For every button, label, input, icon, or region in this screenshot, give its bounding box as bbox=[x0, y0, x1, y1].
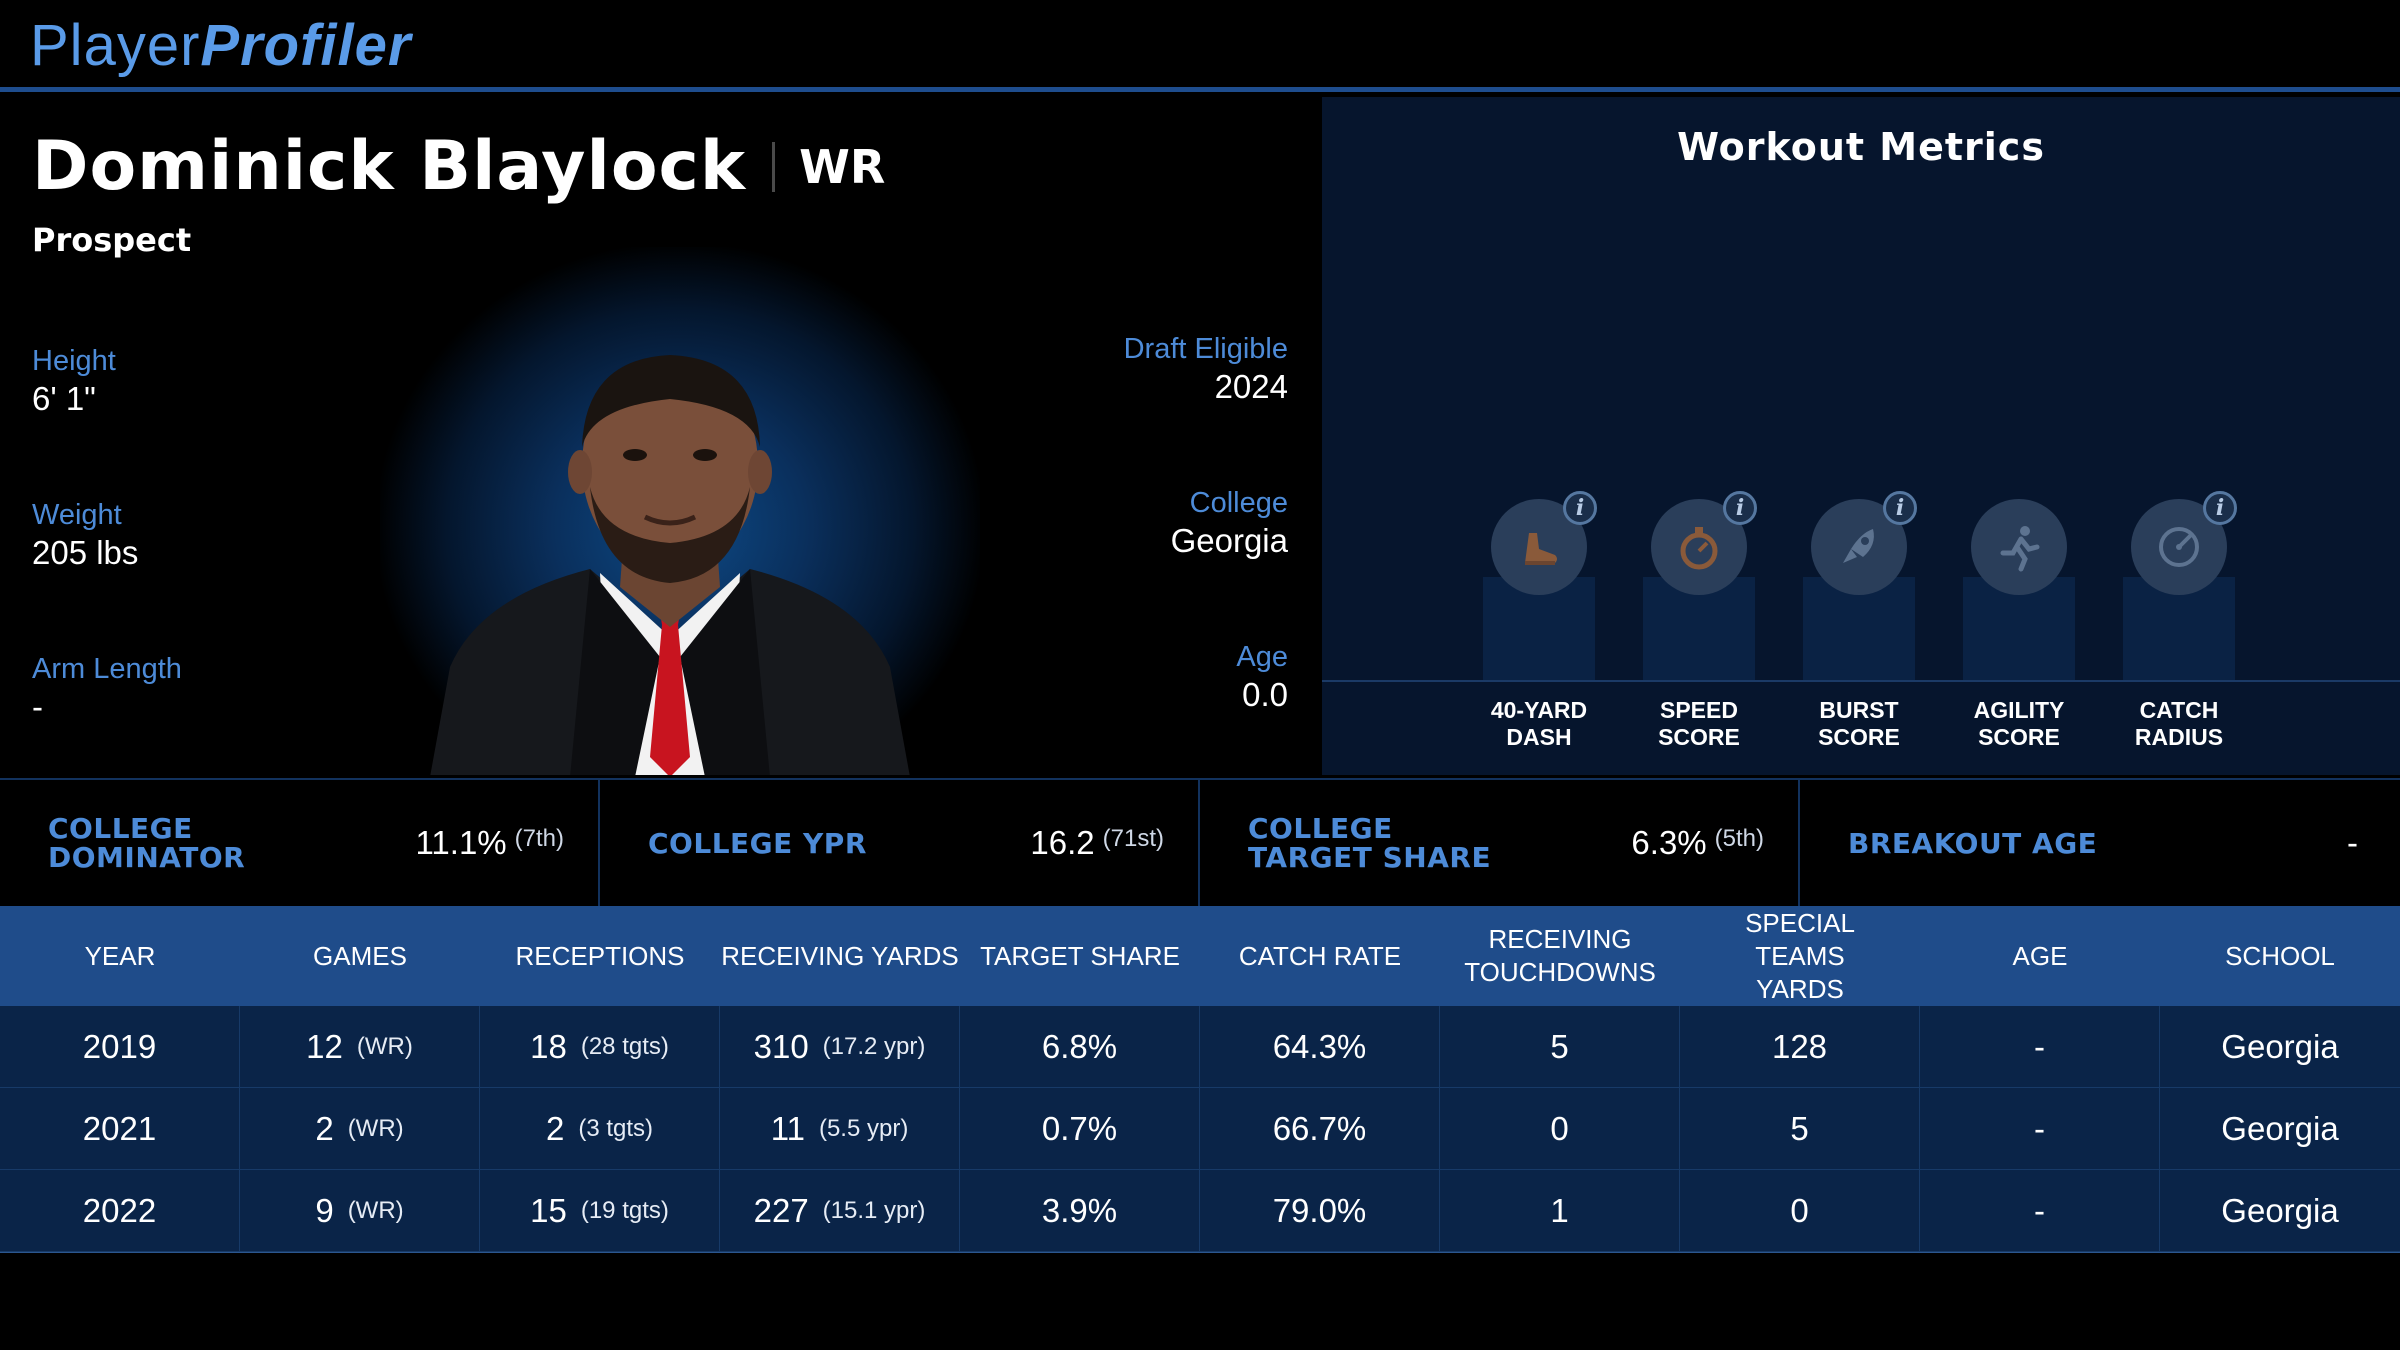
column-header-age[interactable]: AGE bbox=[2012, 940, 2068, 971]
column-header-receiving-yards[interactable]: RECEIVING YARDS bbox=[721, 940, 959, 971]
cell-receiving-touchdowns: 0 bbox=[1440, 1088, 1680, 1169]
college-attr: College Georgia bbox=[1171, 485, 1288, 561]
stat-label: COLLEGE YPR bbox=[648, 826, 867, 860]
metric-label: BURST SCORE bbox=[1818, 697, 1900, 750]
stat-college-dominator: COLLEGE DOMINATOR 11.1% (7th) bbox=[0, 780, 600, 906]
cell-year: 2022 bbox=[0, 1170, 240, 1251]
cell-age: - bbox=[1920, 1170, 2160, 1251]
cell-special-teams-yards: 128 bbox=[1680, 1006, 1920, 1087]
column-header-catch-rate[interactable]: CATCH RATE bbox=[1238, 940, 1402, 971]
cell-target-share: 6.8% bbox=[960, 1006, 1200, 1087]
stat-value: 16.2 (71st) bbox=[1030, 824, 1164, 861]
player-status: Prospect bbox=[32, 221, 192, 259]
arm-length-attr: Arm Length - bbox=[32, 651, 182, 727]
name-divider bbox=[772, 141, 776, 192]
cell-catch-rate: 64.3% bbox=[1200, 1006, 1440, 1087]
column-header-school[interactable]: SCHOOL bbox=[2225, 940, 2335, 971]
cell-target-share: 3.9% bbox=[960, 1170, 1200, 1251]
metric-label: AGILITY SCORE bbox=[1973, 697, 2065, 750]
stat-label: BREAKOUT AGE bbox=[1848, 826, 2098, 860]
college-stats-strip: COLLEGE DOMINATOR 11.1% (7th) COLLEGE YPR… bbox=[0, 778, 2400, 906]
height-label: Height bbox=[32, 345, 116, 377]
brand-logo[interactable]: PlayerProfiler bbox=[30, 13, 412, 78]
stat-breakout-age: BREAKOUT AGE - bbox=[1800, 780, 2400, 906]
college-value: Georgia bbox=[1170, 522, 1288, 559]
info-icon[interactable]: i bbox=[1883, 491, 1917, 525]
weight-value: 205 lbs bbox=[32, 534, 139, 571]
column-header-target-share[interactable]: TARGET SHARE bbox=[980, 940, 1180, 971]
player-position: WR bbox=[799, 139, 886, 194]
cell-age: - bbox=[1920, 1088, 2160, 1169]
workout-panel: Workout Metrics i 40-YARD DASH i SPEED SCO… bbox=[1322, 97, 2400, 775]
player-portrait bbox=[430, 355, 910, 775]
player-panel: Dominick Blaylock WR Prospect Height 6' … bbox=[0, 97, 1320, 775]
cell-receiving-yards: 227 (15.1 ypr) bbox=[720, 1170, 960, 1251]
draft-eligible-attr: Draft Eligible 2024 bbox=[1124, 331, 1288, 407]
arm-length-value: - bbox=[32, 688, 43, 725]
cell-catch-rate: 66.7% bbox=[1200, 1088, 1440, 1169]
stat-label: COLLEGE DOMINATOR bbox=[48, 812, 246, 874]
height-attr: Height 6' 1" bbox=[32, 343, 116, 419]
top-bar: PlayerProfiler bbox=[0, 0, 2400, 92]
age-value: 0.0 bbox=[1242, 676, 1288, 713]
runner-icon bbox=[1971, 499, 2067, 595]
cell-games: 9 (WR) bbox=[240, 1170, 480, 1251]
player-name: Dominick Blaylock bbox=[32, 127, 747, 206]
metric-label: SPEED SCORE bbox=[1658, 697, 1740, 750]
age-label: Age bbox=[1236, 641, 1288, 673]
cell-receiving-yards: 310 (17.2 ypr) bbox=[720, 1006, 960, 1087]
metric-label: CATCH RADIUS bbox=[2134, 697, 2224, 750]
workout-title: Workout Metrics bbox=[1677, 125, 2045, 169]
table-row: 2021 2 (WR) 2 (3 tgts) 11 (5.5 ypr) 0.7% 66… bbox=[0, 1088, 2400, 1170]
column-header-receiving-touchdowns[interactable]: RECEIVING TOUCHDOWNS bbox=[1464, 924, 1656, 987]
arm-length-label: Arm Length bbox=[32, 653, 182, 685]
column-header-receptions[interactable]: RECEPTIONS bbox=[515, 940, 685, 971]
stat-value: - bbox=[2347, 824, 2358, 861]
weight-label: Weight bbox=[32, 499, 122, 531]
column-header-special-teams-yards[interactable]: SPECIAL TEAMS YARDS bbox=[1745, 907, 1855, 1004]
stat-college-target-share: COLLEGE TARGET SHARE 6.3% (5th) bbox=[1200, 780, 1800, 906]
cell-receiving-touchdowns: 5 bbox=[1440, 1006, 1680, 1087]
stat-label: COLLEGE TARGET SHARE bbox=[1248, 812, 1492, 874]
player-header: Dominick Blaylock WR bbox=[32, 127, 885, 206]
table-bottom-border bbox=[0, 1252, 2400, 1253]
age-attr: Age 0.0 bbox=[1236, 639, 1288, 715]
cell-year: 2021 bbox=[0, 1088, 240, 1169]
college-label: College bbox=[1189, 487, 1288, 519]
stat-value: 6.3% (5th) bbox=[1631, 824, 1764, 861]
metric-label: 40-YARD DASH bbox=[1490, 697, 1588, 750]
cell-target-share: 0.7% bbox=[960, 1088, 1200, 1169]
workout-baseline bbox=[1322, 680, 2400, 682]
cell-receptions: 18 (28 tgts) bbox=[480, 1006, 720, 1087]
info-icon[interactable]: i bbox=[1563, 491, 1597, 525]
cell-receptions: 15 (19 tgts) bbox=[480, 1170, 720, 1251]
cell-games: 12 (WR) bbox=[240, 1006, 480, 1087]
cell-year: 2019 bbox=[0, 1006, 240, 1087]
cell-catch-rate: 79.0% bbox=[1200, 1170, 1440, 1251]
cell-special-teams-yards: 0 bbox=[1680, 1170, 1920, 1251]
stat-value: 11.1% (7th) bbox=[415, 824, 564, 861]
table-header: YEAR GAMES RECEPTIONS RECEIVING YARDS TA… bbox=[0, 906, 2400, 1006]
cell-school: Georgia bbox=[2221, 1027, 2339, 1065]
cell-receiving-yards: 11 (5.5 ypr) bbox=[720, 1088, 960, 1169]
cell-age: - bbox=[1920, 1006, 2160, 1087]
cell-school: Georgia bbox=[2221, 1109, 2339, 1147]
draft-eligible-label: Draft Eligible bbox=[1123, 333, 1288, 365]
column-header-year[interactable]: YEAR bbox=[84, 940, 156, 971]
cell-school: Georgia bbox=[2221, 1191, 2339, 1229]
college-stats-table: YEAR GAMES RECEPTIONS RECEIVING YARDS TA… bbox=[0, 906, 2400, 1253]
info-icon[interactable]: i bbox=[2203, 491, 2237, 525]
cell-receptions: 2 (3 tgts) bbox=[480, 1088, 720, 1169]
stat-college-ypr: COLLEGE YPR 16.2 (71st) bbox=[600, 780, 1200, 906]
weight-attr: Weight 205 lbs bbox=[32, 497, 138, 573]
cell-special-teams-yards: 5 bbox=[1680, 1088, 1920, 1169]
cell-receiving-touchdowns: 1 bbox=[1440, 1170, 1680, 1251]
height-value: 6' 1" bbox=[32, 380, 96, 417]
cell-games: 2 (WR) bbox=[240, 1088, 480, 1169]
info-icon[interactable]: i bbox=[1723, 491, 1757, 525]
column-header-games[interactable]: GAMES bbox=[313, 940, 407, 971]
table-row: 2022 9 (WR) 15 (19 tgts) 227 (15.1 ypr) 3.9… bbox=[0, 1170, 2400, 1252]
table-row: 2019 12 (WR) 18 (28 tgts) 310 (17.2 ypr) 6.… bbox=[0, 1006, 2400, 1088]
draft-eligible-value: 2024 bbox=[1214, 368, 1288, 405]
